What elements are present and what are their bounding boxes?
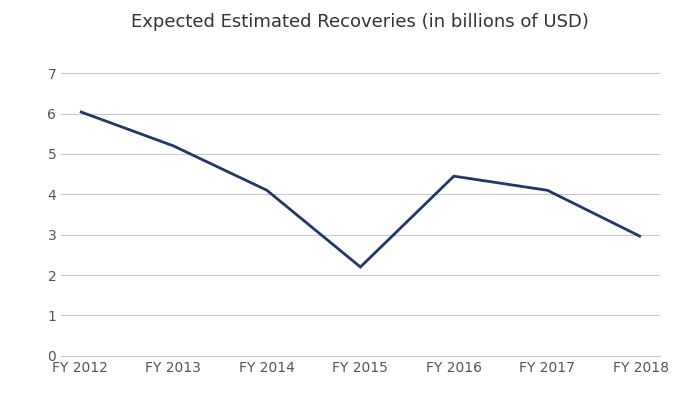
Title: Expected Estimated Recoveries (in billions of USD): Expected Estimated Recoveries (in billio… <box>131 13 590 31</box>
